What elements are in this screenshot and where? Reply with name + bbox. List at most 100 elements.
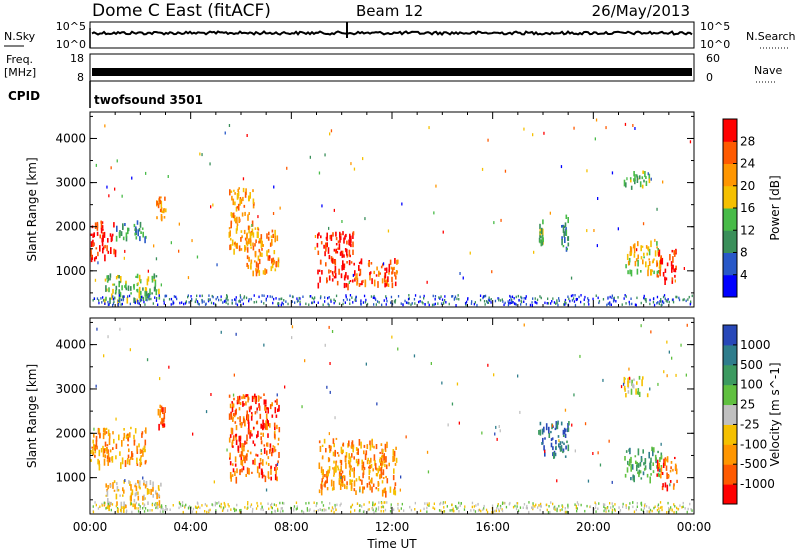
echo-cell: [369, 271, 372, 274]
echo-cell: [633, 248, 636, 254]
echo-cell: [244, 246, 247, 251]
echo-cell: [235, 206, 238, 212]
ground-cell: [636, 296, 638, 300]
echo-cell: [255, 421, 258, 425]
sparse-cell: [362, 157, 364, 161]
echo-cell: [120, 231, 123, 236]
sparse-cell: [430, 362, 432, 365]
ground-cell: [635, 303, 637, 307]
ground-cell: [328, 506, 330, 510]
echo-cell: [104, 244, 106, 249]
ground-cell: [166, 508, 168, 511]
ground-cell: [311, 301, 313, 305]
echo-cell: [265, 269, 268, 274]
ground-cell: [283, 299, 285, 302]
ground-cell: [298, 296, 300, 300]
ground-cell: [137, 301, 139, 305]
sparse-cell: [558, 439, 560, 443]
sparse-cell: [224, 131, 226, 135]
ground-cell: [305, 502, 307, 505]
echo-cell: [258, 462, 261, 469]
echo-cell: [237, 188, 239, 193]
echo-cell: [158, 488, 160, 491]
echo-cell: [559, 441, 562, 446]
echo-cell: [270, 465, 272, 469]
echo-cell: [247, 225, 250, 230]
sparse-cell: [595, 118, 598, 122]
echo-cell: [348, 239, 351, 246]
ground-cell: [675, 295, 677, 299]
echo-cell: [107, 238, 109, 243]
sparse-cell: [260, 449, 262, 452]
ground-cell: [333, 510, 335, 514]
ground-cell: [682, 298, 684, 302]
echo-cell: [659, 264, 662, 271]
echo-cell: [354, 278, 356, 282]
echo-cell: [140, 462, 143, 466]
echo-cell: [102, 428, 105, 433]
ground-cell: [150, 297, 152, 301]
echo-cell: [346, 481, 348, 486]
echo-cell: [123, 501, 125, 507]
echo-cell: [656, 241, 658, 246]
ground-cell: [250, 297, 252, 301]
ground-cell: [155, 299, 158, 302]
ground-cell: [587, 300, 589, 304]
echo-cell: [235, 433, 238, 437]
echo-cell: [541, 428, 544, 435]
echo-cell: [266, 233, 268, 239]
echo-cell: [229, 472, 232, 479]
sparse-cell: [495, 425, 497, 429]
echo-cell: [567, 423, 569, 429]
sparse-cell: [213, 480, 215, 484]
ground-cell: [135, 501, 137, 505]
ground-cell: [457, 506, 459, 509]
echo-cell: [258, 240, 260, 244]
echo-cell: [256, 466, 259, 474]
ground-cell: [137, 299, 139, 303]
ground-cell: [546, 302, 548, 305]
ground-cell: [404, 299, 406, 303]
echo-cell: [238, 187, 240, 190]
echo-cell: [352, 444, 355, 449]
ground-cell: [534, 505, 536, 508]
echo-cell: [275, 469, 277, 475]
echo-cell: [368, 466, 370, 469]
ground-cell: [296, 505, 298, 508]
ground-cell: [562, 505, 564, 509]
sparse-cell: [496, 437, 498, 441]
echo-cell: [158, 196, 161, 202]
ground-cell: [573, 300, 576, 303]
ground-cell: [296, 300, 299, 303]
ground-cell: [688, 295, 690, 299]
ground-cell: [558, 297, 560, 300]
sparse-cell: [116, 159, 118, 163]
echo-cell: [113, 222, 115, 228]
echo-cell: [374, 463, 377, 470]
nsky-label: N.Sky: [4, 30, 36, 43]
ground-cell: [239, 509, 241, 512]
echo-cell: [239, 454, 241, 458]
ground-cell: [349, 294, 352, 297]
echo-cell: [145, 291, 148, 297]
ground-cell: [574, 503, 576, 506]
echo-cell: [660, 255, 662, 260]
ground-cell: [621, 303, 623, 306]
ground-cell: [220, 505, 222, 509]
ground-cell: [201, 294, 203, 298]
ground-cell: [632, 501, 634, 504]
echo-cell: [384, 443, 387, 451]
echo-cell: [348, 461, 351, 468]
ground-cell: [427, 301, 429, 304]
echo-cell: [541, 227, 543, 235]
echo-cell: [257, 268, 259, 273]
sparse-cell: [291, 325, 294, 329]
echo-cell: [326, 476, 328, 484]
echo-cell: [97, 458, 99, 465]
echo-cell: [116, 501, 118, 506]
echo-cell: [656, 473, 658, 477]
sparse-cell: [329, 132, 331, 136]
echo-cell: [116, 486, 119, 492]
echo-cell: [339, 231, 341, 238]
echo-cell: [390, 266, 393, 270]
